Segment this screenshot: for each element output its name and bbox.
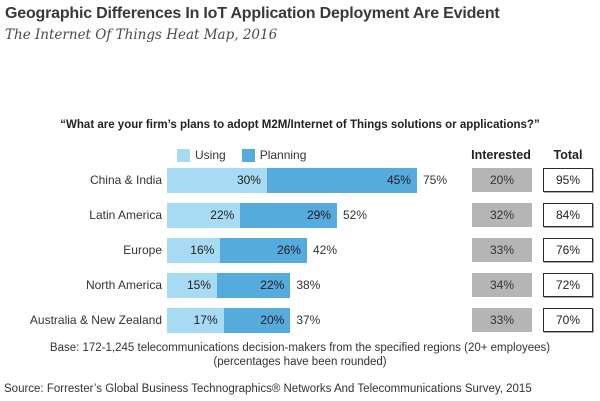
bar-total-label: 38% xyxy=(296,278,321,292)
planning-bar-segment: 45% xyxy=(266,168,417,193)
stacked-bar: 15% 22% xyxy=(167,273,291,298)
chart-row: Europe 16% 26% 42% 33% 76% xyxy=(0,238,600,263)
interested-box: 33% xyxy=(472,238,532,262)
column-header-interested: Interested xyxy=(471,148,531,162)
region-label: China & India xyxy=(89,173,162,187)
using-bar-segment: 16% xyxy=(167,238,221,263)
planning-bar-segment: 29% xyxy=(240,203,337,228)
using-bar-segment: 30% xyxy=(167,168,267,193)
total-box: 72% xyxy=(543,273,593,297)
survey-question: “What are your firm’s plans to adopt M2M… xyxy=(60,119,540,131)
using-bar-segment: 15% xyxy=(167,273,217,298)
total-box: 95% xyxy=(543,168,593,192)
bar-total-label: 75% xyxy=(422,173,447,187)
using-swatch-icon xyxy=(177,148,190,162)
chart-row: China & India 30% 45% 75% 20% 95% xyxy=(0,168,600,193)
legend-label-using: Using xyxy=(195,148,226,162)
stacked-bar: 30% 45% xyxy=(167,168,417,193)
base-note-line1: Base: 172-1,245 telecommunications decis… xyxy=(49,342,551,354)
legend-item-using: Using xyxy=(177,148,226,162)
legend-label-planning: Planning xyxy=(259,148,307,162)
chart-row: Australia & New Zealand 17% 20% 37% 33% 70% xyxy=(0,308,600,333)
total-box: 76% xyxy=(543,238,593,262)
interested-box: 33% xyxy=(472,308,532,332)
stacked-bar: 17% 20% xyxy=(167,308,291,333)
planning-bar-segment: 20% xyxy=(223,308,291,333)
interested-box: 34% xyxy=(472,273,532,297)
bar-total-label: 37% xyxy=(296,313,321,327)
interested-box: 32% xyxy=(472,203,532,227)
bar-total-label: 42% xyxy=(312,243,338,257)
stacked-bar: 16% 26% xyxy=(167,238,307,263)
chart-row: North America 15% 22% 38% 34% 72% xyxy=(0,273,600,298)
chart-row: Latin America 22% 29% 52% 32% 84% xyxy=(0,203,600,228)
planning-bar-segment: 22% xyxy=(216,273,291,298)
page-subtitle: The Internet Of Things Heat Map, 2016 xyxy=(5,27,278,43)
interested-box: 20% xyxy=(472,168,532,192)
region-label: North America xyxy=(85,278,162,292)
using-bar-segment: 22% xyxy=(167,203,241,228)
source-note: Source: Forrester’s Global Business Tech… xyxy=(4,383,532,395)
planning-bar-segment: 26% xyxy=(220,238,307,263)
stacked-bar: 22% 29% xyxy=(167,203,337,228)
total-box: 84% xyxy=(543,203,593,227)
page-title: Geographic Differences In IoT Applicatio… xyxy=(5,5,500,22)
region-label: Australia & New Zealand xyxy=(29,313,162,327)
planning-swatch-icon xyxy=(241,148,255,162)
total-box: 70% xyxy=(543,308,593,332)
region-label: Europe xyxy=(123,243,162,257)
chart-legend: Using Planning xyxy=(177,148,306,162)
using-bar-segment: 17% xyxy=(167,308,224,333)
legend-item-planning: Planning xyxy=(241,148,307,162)
bar-total-label: 52% xyxy=(342,208,367,222)
column-header-total: Total xyxy=(553,148,583,162)
region-label: Latin America xyxy=(89,208,162,222)
base-note-line2: (percentages have been rounded) xyxy=(213,356,387,368)
